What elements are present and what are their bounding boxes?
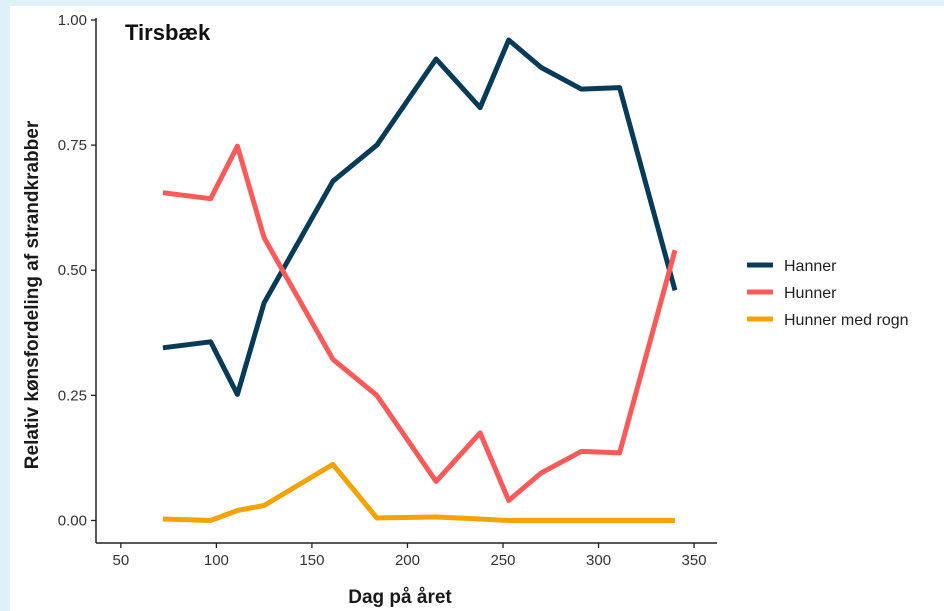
y-tick-label: 0.25 (58, 387, 87, 404)
x-tick-label: 300 (586, 552, 611, 569)
series-line-1 (162, 37, 678, 397)
x-tick-label: 250 (490, 552, 515, 569)
series-line-2 (162, 143, 678, 503)
series-line-3 (162, 461, 675, 523)
y-tick-label: 0.75 (58, 137, 87, 154)
y-tick-label: 1.00 (58, 12, 87, 29)
chart-title: Tirsbæk (125, 20, 211, 45)
y-axis-title: Relativ kønsfordeling af strandkrabber (22, 120, 43, 469)
x-tick-label: 200 (395, 552, 420, 569)
legend-label-2: Hunner (784, 285, 837, 302)
x-tick-label: 350 (682, 552, 707, 569)
x-tick-label: 100 (204, 552, 229, 569)
legend-label-1: Hanner (784, 258, 837, 275)
x-tick-label: 50 (112, 552, 129, 569)
x-tick-label: 150 (299, 552, 324, 569)
y-tick-label: 0.00 (58, 512, 87, 529)
x-axis-title: Dag på året (348, 587, 452, 608)
y-tick-label: 0.50 (58, 262, 87, 279)
legend-label-3: Hunner med rogn (784, 312, 909, 329)
